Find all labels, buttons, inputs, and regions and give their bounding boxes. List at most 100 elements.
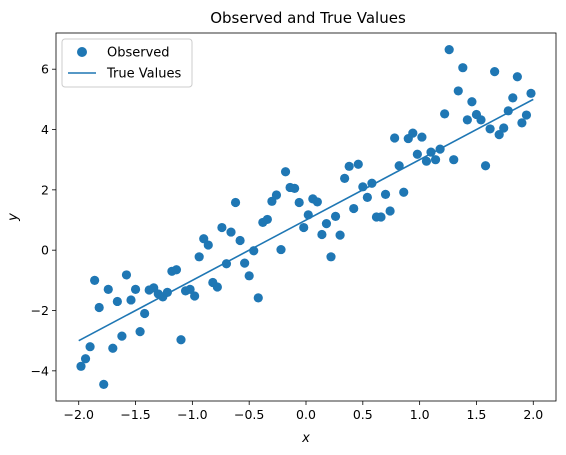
observed-point	[130, 284, 141, 294]
observed-point	[458, 63, 468, 73]
observed-point	[326, 252, 336, 262]
observed-point	[390, 133, 400, 143]
observed-point	[90, 275, 100, 285]
observed-point	[253, 293, 263, 303]
observed-point	[276, 244, 286, 255]
x-tick-label: 0.5	[353, 407, 373, 422]
observed-point	[262, 214, 272, 225]
observed-point	[240, 258, 250, 268]
true-values-line	[78, 98, 534, 342]
observed-point	[80, 354, 91, 364]
observed-point	[171, 265, 182, 275]
observed-point	[290, 183, 300, 193]
observed-point	[476, 115, 486, 125]
y-tick-label: −4	[31, 363, 49, 378]
observed-point	[485, 124, 495, 134]
observed-point	[199, 234, 209, 244]
x-axis-title: x	[301, 431, 310, 446]
observed-point	[526, 88, 536, 98]
observed-point	[508, 93, 518, 103]
observed-point	[335, 230, 345, 240]
x-axis: −2.0 −1.5 −1.0 −0.5 0.0 0.5 1.0 1.5 2.0	[64, 401, 543, 422]
observed-point	[176, 335, 186, 345]
observed-point	[76, 361, 86, 371]
observed-point	[226, 227, 236, 237]
x-tick-label: −1.5	[120, 407, 150, 422]
observed-point	[380, 189, 391, 199]
observed-point	[430, 155, 441, 165]
observed-point	[317, 229, 327, 240]
observed-point	[185, 284, 195, 294]
observed-point	[112, 296, 122, 307]
observed-point	[212, 282, 222, 292]
y-tick-label: 0	[41, 243, 49, 258]
observed-point	[94, 302, 104, 313]
observed-point	[108, 343, 118, 353]
y-tick-label: 2	[41, 182, 49, 197]
observed-point	[217, 222, 227, 233]
observed-point	[344, 161, 354, 171]
observed-point	[230, 197, 241, 208]
observed-point	[244, 271, 254, 281]
observed-point	[490, 67, 500, 77]
observed-point	[135, 327, 145, 337]
observed-point	[99, 379, 109, 390]
y-tick-label: −2	[31, 303, 49, 318]
observed-point	[417, 132, 427, 142]
observed-point	[480, 161, 491, 171]
plot-area	[76, 44, 536, 390]
observed-point	[271, 190, 282, 200]
x-tick-label: 1.5	[467, 407, 487, 422]
y-axis: −4 −2 0 2 4 6	[31, 62, 56, 378]
x-tick-label: 0.0	[296, 407, 316, 422]
observed-point	[299, 222, 309, 233]
observed-point	[440, 109, 450, 119]
observed-point	[126, 295, 136, 305]
observed-point	[340, 173, 350, 183]
observed-point	[140, 308, 150, 319]
legend-marker-observed	[77, 47, 87, 57]
observed-point	[121, 270, 132, 280]
observed-point	[462, 115, 472, 125]
observed-point	[444, 44, 454, 55]
observed-point	[330, 211, 341, 221]
observed-point	[394, 161, 404, 171]
observed-point	[385, 206, 395, 216]
observed-point	[103, 284, 113, 294]
observed-point	[362, 192, 372, 202]
observed-point	[117, 331, 127, 341]
observed-point	[449, 155, 459, 165]
x-tick-label: −0.5	[234, 407, 264, 422]
observed-point	[294, 197, 304, 208]
x-tick-label: −1.0	[177, 407, 207, 422]
y-axis-title: y	[6, 213, 21, 222]
y-tick-label: 4	[41, 122, 49, 137]
observed-point	[512, 72, 522, 82]
observed-point	[280, 167, 291, 177]
observed-point	[203, 240, 213, 250]
observed-point	[267, 196, 277, 206]
observed-point	[412, 149, 422, 159]
observed-point	[235, 235, 245, 246]
legend-label-observed: Observed	[107, 46, 170, 61]
x-tick-label: 2.0	[523, 407, 543, 422]
x-tick-label: 1.0	[410, 407, 430, 422]
observed-point	[517, 118, 527, 128]
observed-point	[353, 159, 363, 169]
x-tick-label: −2.0	[64, 407, 94, 422]
legend: Observed True Values	[61, 38, 193, 88]
observed-point	[467, 97, 477, 107]
legend-label-true-values: True Values	[106, 67, 181, 82]
observed-point	[521, 110, 532, 120]
observed-point	[349, 203, 359, 214]
y-tick-label: 6	[41, 62, 49, 77]
chart-title: Observed and True Values	[210, 9, 406, 27]
legend-box	[61, 38, 193, 88]
observed-point	[194, 252, 204, 262]
observed-point	[312, 197, 322, 207]
observed-point	[85, 342, 95, 352]
observed-point	[408, 128, 418, 138]
observed-point	[399, 187, 409, 197]
observed-point	[190, 291, 200, 301]
